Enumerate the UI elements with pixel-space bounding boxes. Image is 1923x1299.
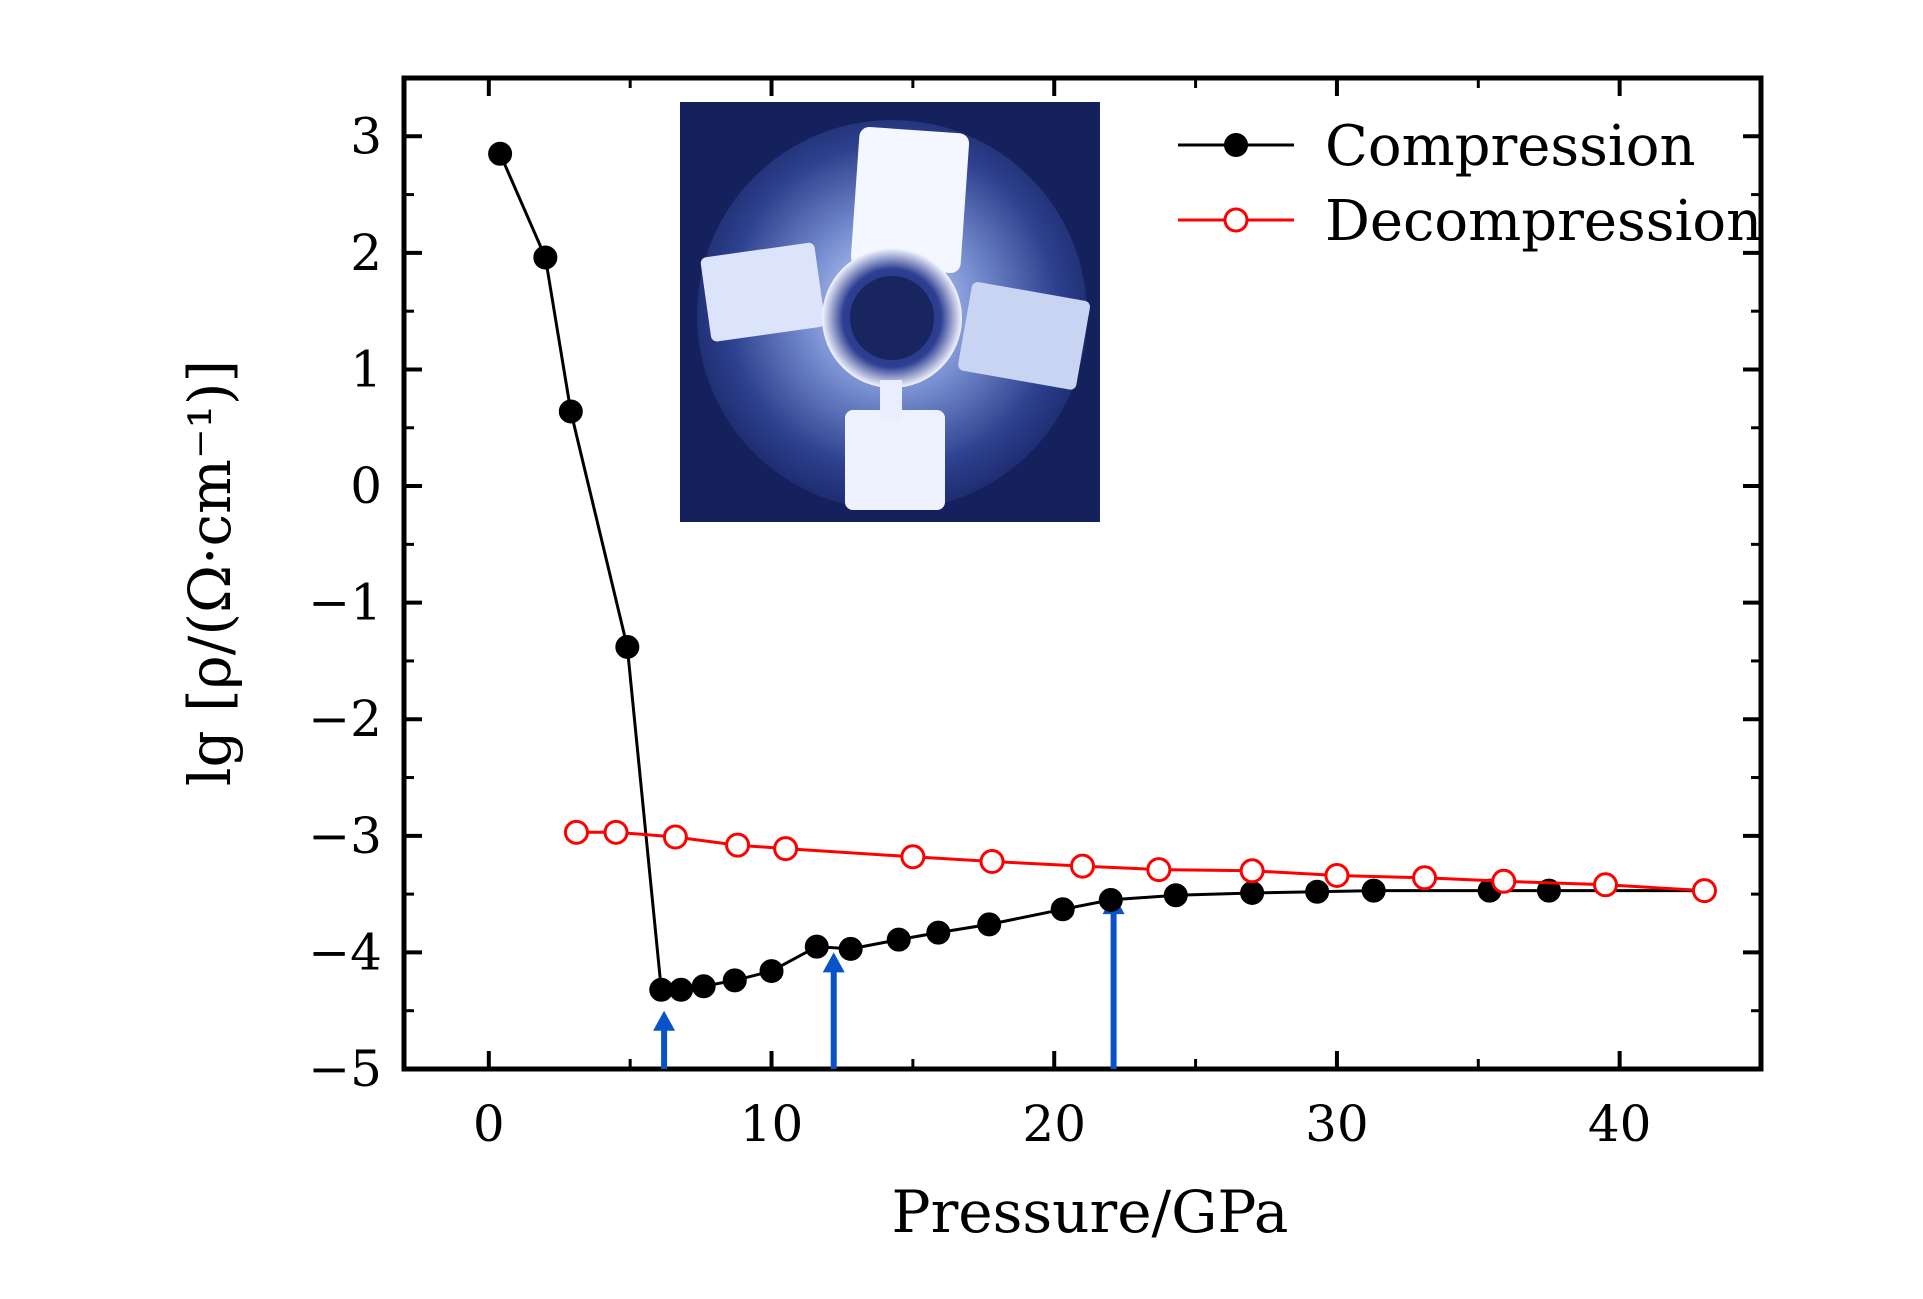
legend-decompression-marker <box>1223 207 1249 233</box>
y-tick-label: −4 <box>308 923 382 981</box>
x-tick-label: 30 <box>1305 1095 1369 1153</box>
inset-photo <box>680 102 1100 522</box>
pressure-arrow <box>822 952 845 1069</box>
data-point <box>1239 858 1265 884</box>
series-decompression <box>563 819 1717 904</box>
legend-compression-label: Compression <box>1325 114 1696 179</box>
data-point <box>838 936 863 961</box>
legend: Compression Decompression <box>1178 114 1762 254</box>
data-point <box>725 832 751 858</box>
y-tick-label: −5 <box>308 1040 382 1098</box>
pressure-arrow <box>653 1010 676 1069</box>
data-point <box>900 844 926 870</box>
data-point <box>1691 878 1717 904</box>
y-axis-title: lg [ρ/(Ω·cm⁻¹)] <box>176 360 244 786</box>
data-point <box>759 959 784 984</box>
data-point <box>669 977 694 1002</box>
x-tick-label: 40 <box>1588 1095 1652 1153</box>
data-point <box>649 977 674 1002</box>
data-point <box>488 141 513 166</box>
x-tick-label: 20 <box>1022 1095 1086 1153</box>
data-point <box>662 824 688 850</box>
data-point <box>1324 862 1350 888</box>
axis-ticks <box>404 78 1761 1071</box>
data-point <box>1098 887 1123 912</box>
data-point <box>1070 853 1095 879</box>
y-tick-label: 3 <box>350 107 382 165</box>
data-point <box>979 848 1005 874</box>
data-point <box>1163 883 1188 908</box>
data-point <box>1491 868 1517 894</box>
x-tick-label: 0 <box>473 1095 505 1153</box>
data-point <box>773 836 799 862</box>
data-point <box>1361 878 1386 903</box>
data-point <box>615 634 640 659</box>
data-point <box>886 927 911 952</box>
plot-frame <box>401 75 1764 1072</box>
y-tick-label: 2 <box>350 224 382 282</box>
y-tick-label: 1 <box>350 340 382 398</box>
data-point <box>1146 857 1172 883</box>
data-series <box>488 141 1717 1002</box>
data-point <box>1240 880 1265 905</box>
legend-compression-marker <box>1224 133 1248 157</box>
data-point <box>1050 897 1075 922</box>
y-tick-label: 0 <box>350 457 382 515</box>
data-point <box>533 245 558 270</box>
data-point <box>1305 879 1330 904</box>
data-point <box>804 934 829 959</box>
y-tick-label: −3 <box>308 807 382 865</box>
series-compression <box>488 141 1705 1002</box>
data-point <box>722 968 747 993</box>
data-point <box>1593 872 1619 898</box>
pressure-arrow <box>1102 894 1125 1069</box>
data-point <box>603 819 629 845</box>
y-tick-label: −2 <box>308 690 382 748</box>
data-point <box>926 920 951 945</box>
data-point <box>691 974 716 999</box>
data-point <box>1536 878 1561 903</box>
legend-decompression-label: Decompression <box>1325 189 1762 254</box>
data-point <box>1412 865 1438 891</box>
data-point <box>977 912 1002 937</box>
data-point <box>563 819 589 845</box>
data-point <box>558 399 583 424</box>
x-axis-title: Pressure/GPa <box>892 1178 1289 1246</box>
pressure-arrows <box>653 894 1125 1069</box>
y-tick-label: −1 <box>308 574 382 632</box>
x-tick-label: 10 <box>740 1095 804 1153</box>
